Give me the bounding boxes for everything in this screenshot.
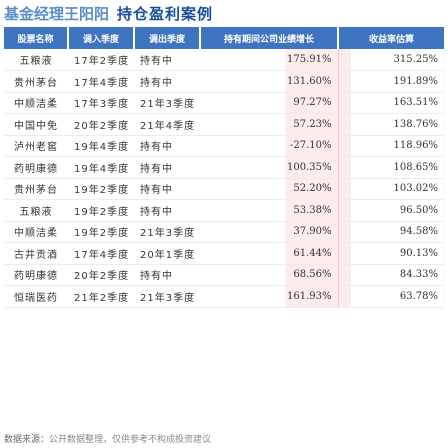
table-row: 恒瑞医药 21年2季度 21年3季度 161.93% 63.78% <box>4 285 444 308</box>
cell-growth: 61.44% <box>200 242 339 265</box>
cell-return: 63.78% <box>338 285 444 308</box>
table-row: 泸州老窖 19年4季度 持有中 -27.10% 118.96% <box>4 135 444 157</box>
cell-stock-name: 药明康德 <box>4 156 68 179</box>
cell-in-quarter: 21年2季度 <box>68 285 134 308</box>
cell-in-quarter: 20年2季度 <box>68 113 134 136</box>
cell-growth: 37.90% <box>200 221 339 243</box>
cell-stock-name: 药明康德 <box>4 264 68 286</box>
cell-out-quarter: 21年3季度 <box>134 221 200 243</box>
title-manager: 基金经理王阳阳 <box>4 5 110 23</box>
cell-growth: 100.35% <box>200 156 339 179</box>
cell-return: 108.65% <box>338 156 444 179</box>
cell-in-quarter: 19年2季度 <box>68 199 134 222</box>
cell-out-quarter: 持有中 <box>134 178 200 200</box>
cell-growth: 175.91% <box>200 49 339 71</box>
holdings-table: 股票名称 调入季度 调出季度 持有期间公司业绩增长 收益率估算 五粮液 17年2季… <box>4 27 444 308</box>
cell-in-quarter: 17年4季度 <box>68 70 134 93</box>
footer-note: 数据来源：公开数据整理，仅供参考不构成投资建议 <box>4 432 211 445</box>
cell-in-quarter: 19年4季度 <box>68 156 134 179</box>
header-growth: 持有期间公司业绩增长 <box>200 27 339 49</box>
cell-out-quarter: 持有中 <box>134 264 200 286</box>
cell-return: 118.96% <box>338 135 444 157</box>
footer-label: 数据来源： <box>4 435 50 445</box>
cell-stock-name: 贵州茅台 <box>4 70 68 93</box>
table-header-row: 股票名称 调入季度 调出季度 持有期间公司业绩增长 收益率估算 <box>4 27 444 49</box>
cell-stock-name: 泸州老窖 <box>4 135 68 157</box>
cell-growth: 68.56% <box>200 264 339 286</box>
cell-return: 90.13% <box>338 242 444 265</box>
cell-out-quarter: 持有中 <box>134 49 200 71</box>
cell-return: 138.76% <box>338 113 444 136</box>
cell-growth: 161.93% <box>200 285 339 308</box>
header-stock-name: 股票名称 <box>4 27 69 49</box>
cell-out-quarter: 21年3季度 <box>134 92 200 114</box>
cell-in-quarter: 19年2季度 <box>68 221 134 243</box>
cell-stock-name: 五粮液 <box>4 49 68 71</box>
cell-out-quarter: 持有中 <box>134 199 200 222</box>
cell-in-quarter: 17年3季度 <box>68 92 134 114</box>
title-case: 持仓盈利案例 <box>117 5 214 23</box>
table-row: 五粮液 17年2季度 持有中 175.91% 315.25% <box>4 49 444 71</box>
table-row: 五粮液 19年2季度 持有中 53.38% 96.50% <box>4 199 444 222</box>
cell-in-quarter: 19年4季度 <box>68 135 134 157</box>
table-row: 中顺洁柔 19年2季度 21年3季度 37.90% 94.58% <box>4 221 444 243</box>
cell-stock-name: 贵州茅台 <box>4 178 68 200</box>
table-body: 五粮液 17年2季度 持有中 175.91% 315.25% 贵州茅台 17年4季度 持有中 1… <box>4 49 444 308</box>
cell-return: 103.02% <box>338 178 444 200</box>
cell-stock-name: 中顺洁柔 <box>4 221 68 243</box>
cell-in-quarter: 20年2季度 <box>68 264 134 286</box>
cell-stock-name: 古井贡酒 <box>4 242 68 265</box>
table-row: 贵州茅台 19年2季度 持有中 52.20% 103.02% <box>4 178 444 200</box>
cell-growth: 52.20% <box>200 178 339 200</box>
cell-out-quarter: 20年1季度 <box>134 242 200 265</box>
header-return: 收益率估算 <box>338 27 444 49</box>
cell-out-quarter: 持有中 <box>134 156 200 179</box>
cell-growth: 131.60% <box>200 70 339 93</box>
cell-return: 94.58% <box>338 221 444 243</box>
cell-out-quarter: 21年4季度 <box>134 113 200 136</box>
cell-growth: 53.38% <box>200 199 339 222</box>
cell-in-quarter: 17年2季度 <box>68 49 134 71</box>
cell-growth: 57.23% <box>200 113 339 136</box>
table-row: 中国中免 20年2季度 21年4季度 57.23% 138.76% <box>4 113 444 136</box>
cell-return: 315.25% <box>338 49 444 71</box>
cell-return: 163.51% <box>338 92 444 114</box>
table-row: 中顺洁柔 17年3季度 21年3季度 97.27% 163.51% <box>4 92 444 114</box>
cell-stock-name: 恒瑞医药 <box>4 285 68 308</box>
cell-out-quarter: 持有中 <box>134 135 200 157</box>
table-row: 药明康德 20年2季度 持有中 68.56% 84.33% <box>4 264 444 286</box>
footer-text: 公开数据整理，仅供参考不构成投资建议 <box>49 435 212 445</box>
header-out-quarter: 调出季度 <box>134 27 201 49</box>
table-row: 药明康德 19年4季度 持有中 100.35% 108.65% <box>4 156 444 179</box>
cell-growth: -27.10% <box>200 135 339 157</box>
cell-stock-name: 中国中免 <box>4 113 68 136</box>
table-row: 古井贡酒 17年4季度 20年1季度 61.44% 90.13% <box>4 242 444 265</box>
cell-return: 191.89% <box>338 70 444 93</box>
table-row: 贵州茅台 17年4季度 持有中 131.60% 191.89% <box>4 70 444 93</box>
cell-stock-name: 中顺洁柔 <box>4 92 68 114</box>
cell-out-quarter: 持有中 <box>134 70 200 93</box>
cell-in-quarter: 19年2季度 <box>68 178 134 200</box>
cell-in-quarter: 17年4季度 <box>68 242 134 265</box>
cell-return: 84.33% <box>338 264 444 286</box>
page-title: 基金经理王阳阳 持仓盈利案例 <box>0 0 448 27</box>
cell-growth: 97.27% <box>200 92 339 114</box>
cell-stock-name: 五粮液 <box>4 199 68 222</box>
header-in-quarter: 调入季度 <box>68 27 135 49</box>
cell-return: 96.50% <box>338 199 444 222</box>
cell-out-quarter: 21年3季度 <box>134 285 200 308</box>
